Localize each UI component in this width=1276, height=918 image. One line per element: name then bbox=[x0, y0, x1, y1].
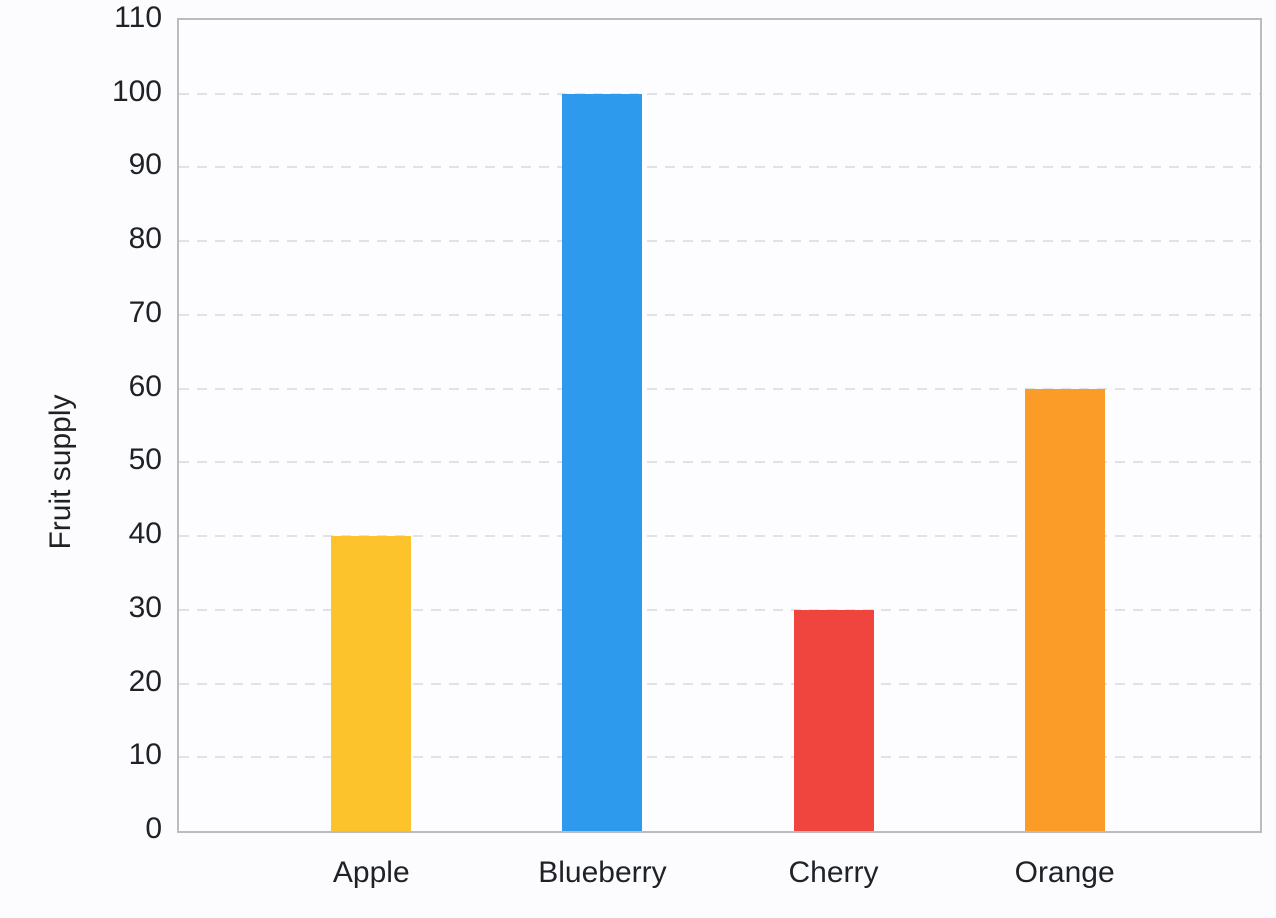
bar-cherry bbox=[793, 609, 874, 831]
x-tick-label-apple: Apple bbox=[332, 856, 410, 889]
y-tick-label-110: 110 bbox=[114, 1, 162, 34]
x-tick-label-cherry: Cherry bbox=[788, 856, 879, 889]
x-tick-label-orange: Orange bbox=[1014, 856, 1115, 889]
bar-blueberry bbox=[562, 93, 643, 831]
gridline-y-50 bbox=[179, 461, 1260, 464]
y-tick-label-50: 50 bbox=[128, 443, 162, 477]
gridline-y-100 bbox=[179, 92, 1260, 95]
y-tick-label-100: 100 bbox=[111, 74, 162, 108]
y-tick-label-60: 60 bbox=[128, 369, 162, 403]
y-tick-label-0: 0 bbox=[145, 812, 162, 845]
gridline-y-70 bbox=[179, 313, 1260, 316]
gridline-y-80 bbox=[179, 240, 1260, 243]
y-tick-label-40: 40 bbox=[128, 517, 162, 551]
bar-orange bbox=[1024, 388, 1105, 831]
bar-apple bbox=[331, 536, 412, 831]
gridline-y-30 bbox=[179, 608, 1260, 611]
y-tick-label-90: 90 bbox=[128, 148, 162, 182]
gridline-y-20 bbox=[179, 682, 1260, 685]
gridline-y-60 bbox=[179, 387, 1260, 390]
y-tick-label-70: 70 bbox=[128, 295, 162, 329]
x-tick-label-blueberry: Blueberry bbox=[538, 856, 667, 889]
y-tick-label-20: 20 bbox=[128, 664, 162, 698]
gridline-y-90 bbox=[179, 166, 1260, 169]
y-tick-label-10: 10 bbox=[128, 738, 162, 772]
gridline-y-10 bbox=[179, 756, 1260, 759]
y-tick-label-30: 30 bbox=[128, 590, 162, 624]
y-tick-label-80: 80 bbox=[128, 222, 162, 256]
gridline-y-40 bbox=[179, 535, 1260, 538]
plot-area bbox=[177, 18, 1262, 833]
